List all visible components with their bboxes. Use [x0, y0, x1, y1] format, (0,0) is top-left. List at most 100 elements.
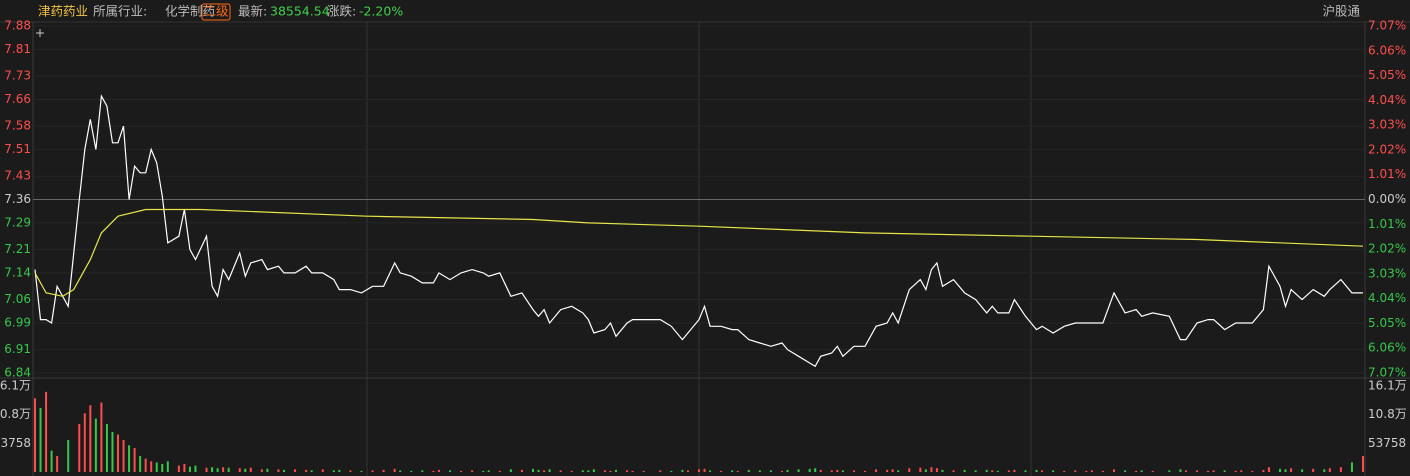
- volume-bar: [935, 468, 938, 472]
- volume-bar: [56, 455, 59, 472]
- volume-bar: [155, 462, 158, 472]
- volume-bar: [194, 465, 197, 472]
- volume-bar: [814, 468, 817, 472]
- volume-bar: [1085, 470, 1088, 472]
- volume-bar: [891, 469, 894, 472]
- volume-bar: [808, 468, 811, 472]
- volume-bar: [703, 468, 706, 472]
- volume-bar: [100, 402, 103, 472]
- volume-bar: [919, 467, 922, 472]
- volume-bar: [449, 470, 451, 472]
- y-tick-label: 7.58: [4, 119, 31, 133]
- volume-bar: [1234, 470, 1237, 472]
- industry-label: 所属行业:: [93, 4, 147, 19]
- volume-bar: [758, 470, 761, 472]
- volume-bar: [1362, 455, 1364, 472]
- volume-bar: [1101, 470, 1104, 472]
- volume-bar: [543, 470, 546, 472]
- level-badge: [201, 3, 231, 21]
- volume-bar: [421, 470, 424, 472]
- volume-bar: [238, 468, 241, 472]
- volume-bar: [720, 470, 723, 472]
- connect-tag: 沪股通: [1322, 4, 1360, 19]
- volume-bar: [1151, 470, 1154, 472]
- y2-tick-label: 3.03%: [1368, 266, 1406, 280]
- change-label: 涨跌:: [327, 4, 356, 19]
- y-tick-label: 7.73: [4, 69, 31, 83]
- volume-bar: [294, 469, 297, 472]
- volume-bar: [952, 470, 955, 472]
- volume-bar: [841, 470, 844, 472]
- y2-tick-label: 5.05%: [1368, 316, 1406, 330]
- volume-bar: [211, 467, 214, 472]
- volume-bar: [963, 469, 966, 472]
- y-tick-label: 6.91: [4, 342, 31, 356]
- volume-bar: [83, 413, 86, 472]
- volume-bar: [1212, 470, 1215, 472]
- y-tick-label: 7.29: [4, 215, 31, 229]
- volume-bar: [338, 469, 341, 472]
- volume-bar: [133, 447, 136, 472]
- y2-tick-label: 1.01%: [1368, 167, 1406, 181]
- volume-bar: [1041, 470, 1044, 472]
- volume-bar: [681, 469, 684, 472]
- volume-bar: [1090, 470, 1093, 472]
- volume-bar: [39, 407, 42, 472]
- vol-tick-label-right: 10.8万: [1368, 407, 1407, 421]
- volume-bar: [1312, 468, 1315, 472]
- volume-bar: [659, 470, 662, 472]
- y2-tick-label: 7.07%: [1368, 366, 1406, 380]
- industry[interactable]: 化学制药: [165, 4, 215, 19]
- volume-bar: [1063, 470, 1066, 472]
- volume-bar: [532, 468, 534, 472]
- volume-bar: [731, 470, 734, 472]
- volume-bar: [117, 434, 119, 472]
- volume-bar: [570, 470, 573, 472]
- volume-bar: [50, 450, 53, 472]
- y2-tick-label: 5.05%: [1368, 68, 1406, 82]
- volume-bar: [1223, 470, 1226, 472]
- volume-bar: [399, 470, 402, 472]
- y-tick-label: 7.81: [4, 42, 31, 56]
- volume-bar: [769, 470, 772, 472]
- volume-bar: [150, 461, 153, 472]
- volume-bar: [985, 469, 988, 472]
- y-tick-label: 6.99: [4, 315, 31, 329]
- y2-tick-label: 3.03%: [1368, 118, 1406, 132]
- volume-bar: [1007, 470, 1010, 472]
- volume-bar: [482, 470, 485, 472]
- volume-bar: [222, 467, 225, 472]
- volume-bar: [581, 470, 584, 472]
- stock-name[interactable]: 津药药业: [38, 4, 88, 19]
- volume-bar: [1328, 468, 1331, 472]
- y2-tick-label: 6.06%: [1368, 43, 1406, 57]
- volume-bar: [686, 470, 689, 472]
- volume-bar: [1240, 470, 1243, 472]
- volume-bar: [144, 458, 147, 472]
- volume-bar: [432, 470, 435, 472]
- volume-bar: [437, 469, 440, 472]
- y2-tick-label: 0.00%: [1368, 192, 1406, 206]
- volume-bar: [78, 423, 81, 472]
- volume-bar: [592, 469, 595, 472]
- vol-tick-label: 10.8万: [0, 407, 31, 421]
- volume-bar: [991, 470, 994, 472]
- volume-bar: [332, 470, 335, 472]
- volume-bar: [930, 467, 933, 472]
- volume-bar: [1196, 470, 1198, 472]
- volume-bar: [1168, 470, 1171, 472]
- volume-bar: [393, 468, 396, 472]
- y2-tick-label: 2.02%: [1368, 242, 1406, 256]
- y-tick-label: 7.14: [4, 265, 31, 279]
- volume-bar: [1301, 469, 1304, 472]
- volume-bar: [864, 470, 866, 472]
- volume-bar: [886, 469, 889, 472]
- volume-bar: [360, 470, 363, 472]
- vol-tick-label: 53758: [0, 436, 31, 450]
- volume-bar: [244, 468, 247, 472]
- volume-bar: [615, 469, 617, 472]
- volume-bar: [1140, 470, 1143, 472]
- y2-tick-label: 4.04%: [1368, 93, 1406, 107]
- volume-bar: [139, 455, 142, 472]
